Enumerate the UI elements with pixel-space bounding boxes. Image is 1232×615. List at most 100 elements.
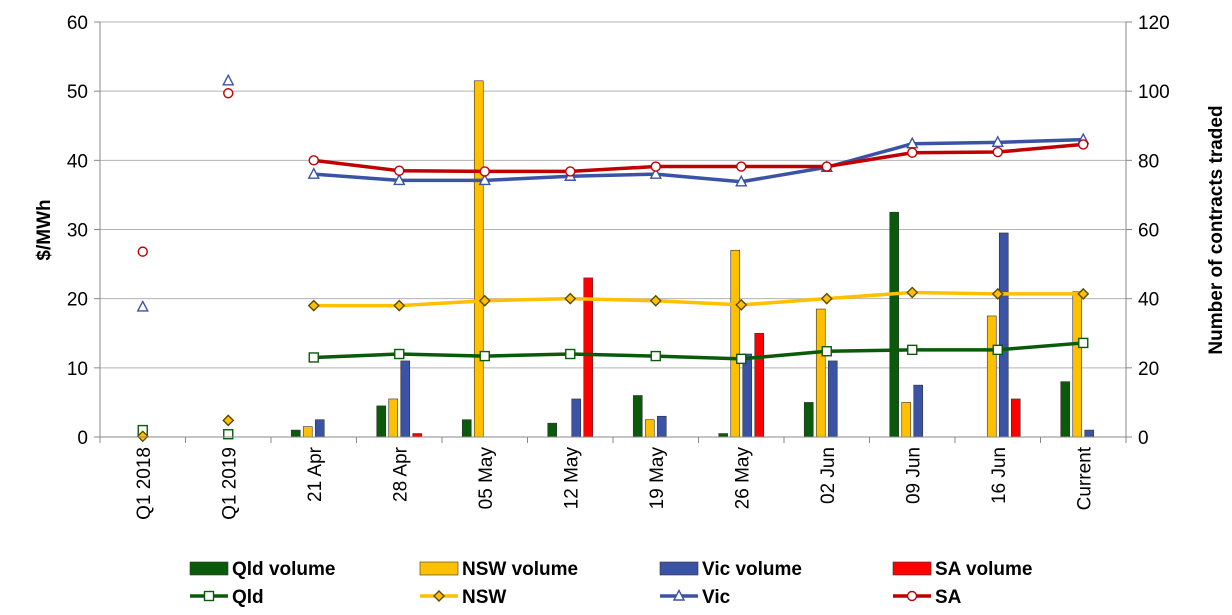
y-right-tick-label: 100: [1138, 82, 1170, 103]
point-vic: [222, 73, 235, 86]
point-nsw: [820, 292, 833, 305]
legend-label: Qld volume: [232, 559, 335, 580]
bar-nsw-volume: [473, 80, 484, 438]
point-qld: [907, 344, 918, 356]
bar-nsw-volume: [815, 308, 826, 438]
legend-swatch-sa-volume: [892, 561, 932, 576]
y-left-tick-label: 20: [67, 290, 88, 311]
bar-vic-volume: [656, 415, 667, 438]
line-qld: [313, 341, 1084, 361]
bar-vic-volume: [742, 353, 753, 438]
point-qld: [394, 348, 405, 360]
bar-qld-volume: [803, 402, 814, 438]
y-left-tick-label: 10: [67, 359, 88, 380]
x-tick-label: 19 May: [647, 447, 668, 510]
x-tick-label: 16 Jun: [989, 447, 1010, 504]
bar-nsw-volume: [1072, 291, 1083, 438]
bar-qld-volume: [632, 395, 643, 438]
bar-nsw-volume: [302, 426, 313, 438]
point-nsw: [735, 298, 748, 311]
bar-qld-volume: [290, 429, 301, 438]
point-vic: [393, 173, 406, 186]
point-sa: [1078, 139, 1089, 150]
y-left-tick-label: 50: [67, 82, 88, 103]
point-sa: [223, 88, 234, 99]
point-vic: [307, 167, 320, 179]
y-left-tick-label: 60: [67, 13, 88, 34]
line-vic: [313, 137, 1084, 184]
point-nsw: [906, 286, 919, 299]
legend-label: Vic: [702, 587, 731, 608]
bar-qld-volume: [376, 405, 387, 438]
legend: Qld volume NSW volume Vic volume SA volume Q…: [189, 559, 1033, 608]
point-nsw: [991, 287, 1004, 300]
legend-label: Vic volume: [702, 559, 802, 580]
bar-qld-volume: [718, 433, 729, 438]
point-nsw: [1077, 287, 1090, 300]
x-tick-label: Current: [1074, 446, 1095, 510]
bar-sa-volume: [754, 332, 765, 438]
line-sa: [313, 142, 1084, 174]
gridlines: [100, 21, 1126, 438]
point-qld: [650, 350, 661, 362]
x-tick-label: 09 Jun: [903, 447, 924, 504]
x-tick-label: 05 May: [476, 447, 497, 510]
point-sa: [394, 165, 405, 176]
legend-label: SA: [935, 587, 962, 608]
axes: [94, 21, 1132, 443]
bar-vic-volume: [913, 384, 924, 438]
x-tick-label: Q1 2018: [134, 447, 155, 520]
y-right-tick-label: 120: [1138, 13, 1170, 34]
legend-marker-nsw: [433, 590, 445, 602]
point-vic: [478, 173, 491, 186]
bar-vic-volume: [314, 419, 325, 438]
point-qld: [565, 348, 576, 360]
legend-swatch-vic-volume: [659, 561, 699, 576]
bar-sa-volume: [1010, 398, 1021, 438]
point-qld: [736, 353, 747, 365]
legend-swatch-nsw-volume: [419, 561, 459, 576]
point-nsw: [222, 414, 235, 427]
legend-marker-vic: [672, 588, 686, 601]
bar-qld-volume: [889, 211, 900, 438]
legend-label: SA volume: [935, 559, 1033, 580]
point-qld: [308, 352, 319, 363]
y-right-tick-label: 80: [1138, 151, 1159, 172]
point-sa: [821, 161, 832, 172]
bar-qld-volume: [461, 419, 472, 438]
point-sa: [992, 146, 1003, 158]
legend-label: NSW volume: [462, 559, 578, 580]
line-nsw: [313, 290, 1084, 308]
volume-bars: [290, 80, 1095, 438]
bar-vic-volume: [400, 360, 411, 438]
bar-nsw-volume: [730, 249, 741, 438]
point-qld: [1078, 337, 1089, 349]
x-tick-label: 12 May: [561, 447, 582, 510]
y-axis-right-title: Number of contracts traded: [1206, 105, 1227, 354]
bar-vic-volume: [1084, 429, 1095, 438]
bar-nsw-volume: [901, 402, 912, 438]
price-lines: [136, 73, 1090, 443]
point-sa: [650, 161, 661, 172]
bar-nsw-volume: [388, 398, 399, 438]
y-left-tick-label: 0: [77, 428, 88, 449]
point-sa: [137, 246, 148, 257]
bar-vic-volume: [571, 398, 582, 438]
y-right-tick-label: 20: [1138, 359, 1159, 380]
point-vic: [735, 174, 748, 187]
y-right-tick-label: 60: [1138, 221, 1159, 242]
x-tick-label: 28 Apr: [390, 446, 411, 502]
point-nsw: [136, 430, 149, 443]
x-tick-label: Q1 2019: [219, 447, 240, 520]
point-nsw: [393, 299, 406, 312]
point-vic: [136, 299, 149, 312]
bar-qld-volume: [1060, 381, 1071, 438]
point-nsw: [564, 292, 577, 305]
point-sa: [736, 161, 747, 172]
bar-vic-volume: [998, 232, 1009, 438]
point-qld: [479, 350, 490, 362]
bar-nsw-volume: [986, 315, 997, 438]
point-sa: [565, 166, 576, 177]
point-vic: [991, 135, 1004, 148]
